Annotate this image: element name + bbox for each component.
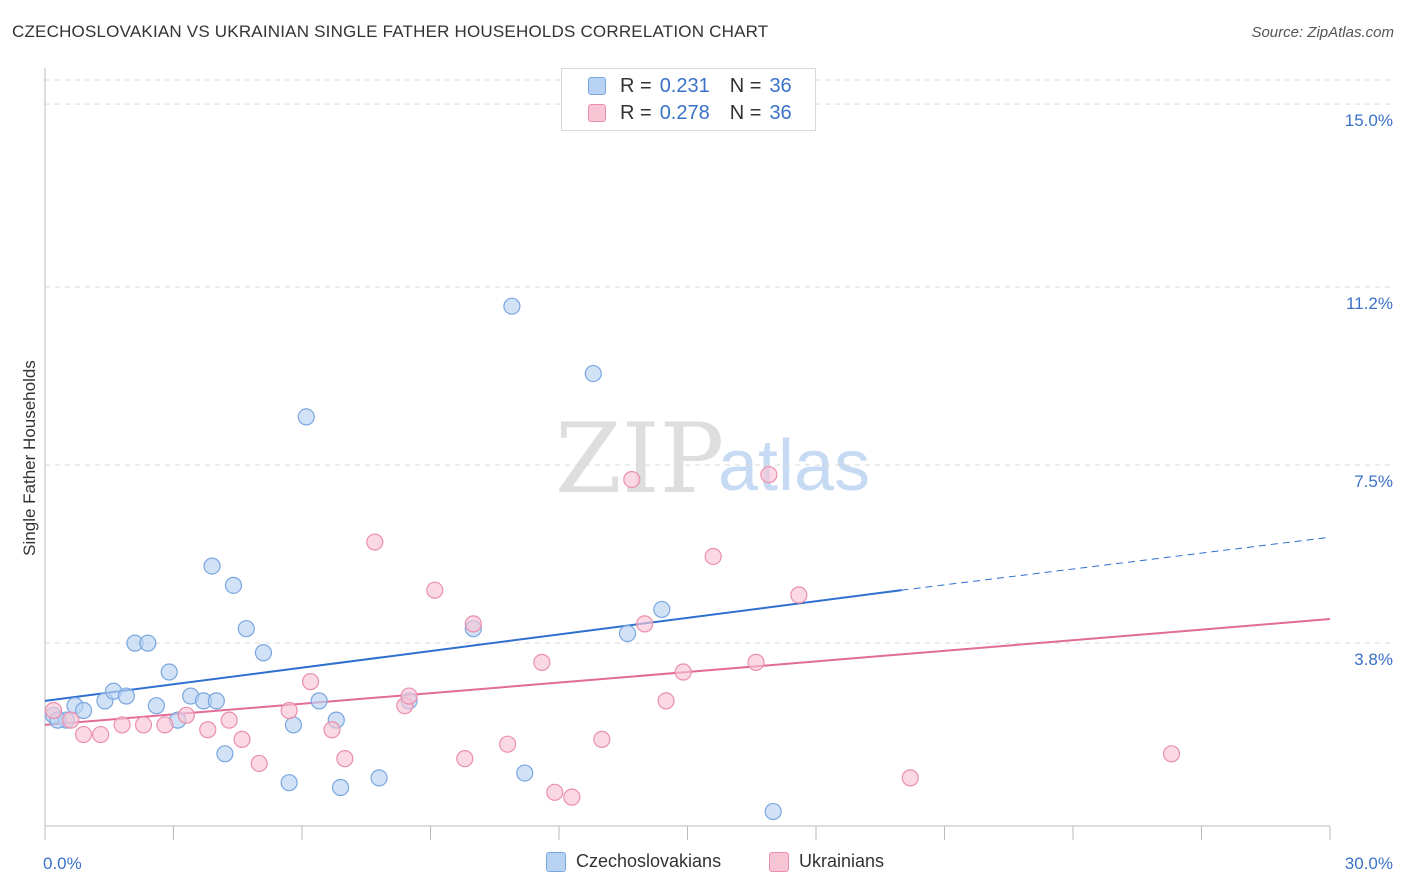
trend-line-czechoslovakians-extension [901, 536, 1331, 591]
point-ukrainians [657, 692, 675, 710]
point-ukrainians [790, 586, 808, 604]
tick-labels: 3.8% 7.5% 11.2% 15.0% 0.0% 30.0% [43, 111, 1393, 873]
point-ukrainians [760, 466, 778, 484]
point-ukrainians [92, 725, 110, 744]
point-czechoslovakians [764, 802, 782, 821]
point-czechoslovakians [160, 663, 178, 681]
point-czechoslovakians [584, 364, 602, 383]
data-points [44, 297, 1181, 821]
point-ukrainians [366, 533, 384, 551]
point-ukrainians [400, 687, 418, 705]
point-ukrainians [74, 725, 93, 744]
axes [44, 68, 1331, 840]
point-ukrainians [301, 673, 320, 691]
point-czechoslovakians [618, 624, 637, 643]
point-ukrainians [250, 754, 268, 773]
point-ukrainians [323, 721, 341, 739]
bottom-legend-label: Czechoslovakians [576, 851, 722, 871]
legend-r-value: 0.278 [659, 101, 710, 124]
point-czechoslovakians [331, 778, 350, 797]
legend-r-label: R = [620, 74, 652, 97]
point-czechoslovakians [653, 600, 671, 619]
source-label: Source: ZipAtlas.com [1251, 24, 1394, 41]
point-czechoslovakians [297, 408, 315, 426]
point-czechoslovakians [280, 774, 298, 792]
point-ukrainians [199, 721, 217, 739]
legend-row-czechoslovakians: R = 0.231 N = 36 [588, 73, 792, 99]
y-tick-label: 3.8% [1354, 650, 1393, 669]
point-ukrainians [704, 547, 722, 566]
point-ukrainians [464, 615, 482, 633]
point-ukrainians [156, 716, 174, 734]
point-ukrainians [44, 701, 63, 720]
point-ukrainians [233, 730, 251, 748]
legend-n-label: N = [729, 74, 762, 97]
point-ukrainians [134, 716, 153, 734]
legend-n-value: 36 [769, 74, 792, 97]
bottom-legend-label: Ukrainians [799, 851, 885, 871]
point-ukrainians [747, 653, 765, 671]
point-ukrainians [336, 750, 354, 768]
chart-title: CZECHOSLOVAKIAN VS UKRAINIAN SINGLE FATH… [12, 22, 769, 41]
legend-n-label: N = [729, 101, 762, 124]
point-ukrainians [563, 788, 581, 806]
bottom-legend-swatch-blue [546, 851, 566, 872]
legend-swatch-blue [588, 77, 606, 95]
bottom-legend-swatch-pink [769, 851, 789, 872]
trend-lines [44, 536, 1331, 726]
point-ukrainians [177, 706, 195, 724]
point-czechoslovakians [237, 620, 255, 638]
point-ukrainians [546, 783, 564, 801]
legend-r-value: 0.231 [659, 74, 710, 97]
point-czechoslovakians [284, 716, 303, 734]
bottom-legend-czechoslovakians: Czechoslovakians [546, 851, 721, 872]
point-czechoslovakians [139, 634, 157, 652]
point-ukrainians [499, 735, 517, 753]
point-czechoslovakians [224, 576, 243, 594]
x-tick-label: 30.0% [1345, 854, 1393, 873]
point-czechoslovakians [117, 687, 135, 705]
correlation-legend: R = 0.231 N = 36 R = 0.278 N = 36 [561, 68, 816, 131]
x-tick-label: 0.0% [43, 854, 82, 873]
y-tick-label: 7.5% [1354, 472, 1393, 491]
point-ukrainians [901, 769, 919, 787]
point-czechoslovakians [74, 701, 93, 720]
y-tick-label: 11.2% [1346, 294, 1393, 313]
point-czechoslovakians [310, 692, 328, 710]
point-ukrainians [593, 730, 611, 748]
trend-line-czechoslovakians [44, 589, 902, 702]
watermark-zip: ZIP [555, 403, 724, 515]
point-czechoslovakians [147, 697, 165, 715]
point-ukrainians [280, 701, 298, 720]
legend-n-value: 36 [769, 101, 792, 124]
bottom-legend-ukrainians: Ukrainians [769, 851, 884, 872]
point-ukrainians [636, 615, 654, 633]
point-czechoslovakians [207, 692, 225, 710]
point-ukrainians [62, 711, 80, 729]
point-ukrainians [426, 581, 444, 599]
point-ukrainians [533, 653, 551, 671]
point-czechoslovakians [370, 769, 388, 787]
legend-row-ukrainians: R = 0.278 N = 36 [588, 100, 792, 126]
point-ukrainians [1162, 745, 1181, 763]
watermark-atlas: atlas [718, 426, 870, 506]
point-czechoslovakians [203, 557, 221, 575]
point-ukrainians [623, 470, 641, 489]
point-ukrainians [674, 663, 692, 681]
legend-swatch-pink [588, 104, 606, 122]
point-czechoslovakians [503, 297, 521, 315]
point-ukrainians [456, 750, 474, 768]
legend-r-label: R = [620, 101, 652, 124]
watermark: ZIP atlas [555, 403, 870, 515]
point-ukrainians [113, 716, 131, 734]
point-ukrainians [220, 711, 238, 729]
y-tick-label: 15.0% [1345, 111, 1393, 130]
point-czechoslovakians [216, 745, 234, 763]
point-czechoslovakians [516, 764, 534, 782]
point-czechoslovakians [254, 644, 273, 662]
